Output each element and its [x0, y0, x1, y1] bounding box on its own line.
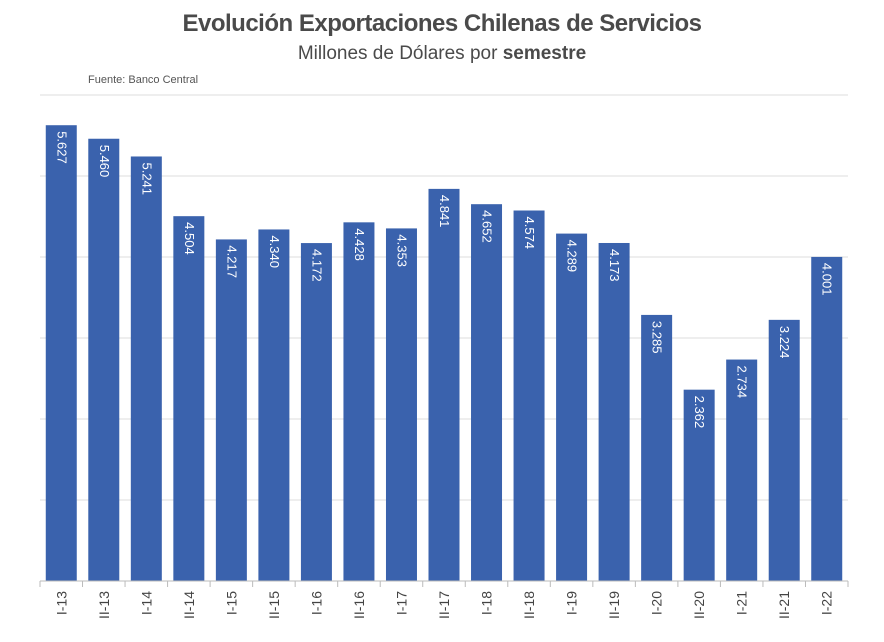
x-tick-label: I-13: [53, 591, 69, 615]
x-axis: I-13 II-13 I-14 II-14 I-15 II-15 I-16 II-16 I-17…: [39, 580, 849, 619]
bar-I-17: [385, 228, 417, 582]
x-tick-label: II-17: [436, 591, 452, 619]
x-tick-label: II-14: [181, 591, 197, 619]
x-tick-label: I-15: [223, 591, 239, 615]
bar-value-label: 4.353: [394, 234, 409, 267]
x-tick-label: II-21: [776, 591, 792, 619]
x-tick-label: I-19: [564, 591, 580, 615]
bar-value-label: 4.574: [522, 217, 537, 250]
bar-value-label: 4.217: [224, 245, 239, 278]
x-tick-label: I-14: [138, 591, 154, 615]
bar-I-13: [45, 125, 77, 581]
bar-I-19: [556, 233, 588, 581]
bar-value-label: 5.460: [97, 145, 112, 178]
source-note: Fuente: Banco Central: [88, 74, 199, 86]
bar-II-15: [258, 229, 290, 581]
bar-value-label: 4.289: [565, 240, 580, 273]
x-tick-label: I-20: [649, 591, 665, 615]
bar-II-21: [768, 319, 800, 581]
bar-value-label: 4.173: [607, 249, 622, 282]
bar-I-21: [726, 359, 758, 581]
bar-value-label: 5.241: [139, 162, 154, 195]
bars: 5.627 5.460 5.241 4.504 4.217 4.340 4.172 4.428…: [45, 125, 843, 582]
x-tick-label: I-16: [308, 591, 324, 615]
bar-I-16: [300, 243, 332, 581]
bar-value-label: 2.362: [692, 396, 707, 429]
subtitle-bold: semestre: [502, 43, 587, 64]
bar-value-label: 4.172: [309, 249, 324, 282]
x-tick-label: II-16: [351, 591, 367, 619]
bar-II-18: [513, 210, 545, 582]
bar-value-label: 4.841: [437, 195, 452, 228]
bar-II-19: [598, 242, 630, 581]
subtitle-prefix: Millones de Dólares por: [297, 43, 503, 64]
x-tick-label: I-22: [819, 591, 835, 615]
bar-value-label: 4.001: [820, 263, 835, 296]
bar-value-label: 4.340: [267, 235, 282, 268]
x-tick-label: II-13: [96, 591, 112, 619]
bar-value-label: 4.428: [352, 228, 367, 261]
bar-I-15: [215, 239, 247, 581]
bar-II-14: [173, 216, 205, 581]
bar-value-label: 3.224: [777, 326, 792, 359]
bar-II-17: [428, 188, 460, 581]
bar-II-13: [88, 138, 120, 582]
bar-I-22: [811, 256, 843, 581]
x-tick-label: II-18: [521, 591, 537, 619]
bar-II-20: [683, 389, 715, 581]
bar-value-label: 5.627: [54, 131, 69, 164]
x-tick-label: I-17: [393, 591, 409, 615]
bar-value-label: 2.734: [735, 366, 750, 399]
chart-title: Evolución Exportaciones Chilenas de Serv…: [182, 10, 702, 37]
x-tick-label: I-18: [479, 591, 495, 615]
bar-I-20: [641, 314, 673, 581]
bar-II-16: [343, 222, 375, 581]
bar-value-label: 3.285: [650, 321, 665, 354]
x-tick-label: II-20: [691, 591, 707, 619]
bar-value-label: 4.504: [182, 222, 197, 255]
chart-subtitle: Millones de Dólares por semestre: [0, 43, 884, 65]
x-tick-label: I-21: [734, 591, 750, 615]
x-tick-label: II-15: [266, 591, 282, 619]
bar-I-14: [130, 156, 162, 581]
bar-value-label: 4.652: [480, 210, 495, 243]
x-tick-label: II-19: [606, 591, 622, 619]
bar-I-18: [471, 204, 503, 582]
